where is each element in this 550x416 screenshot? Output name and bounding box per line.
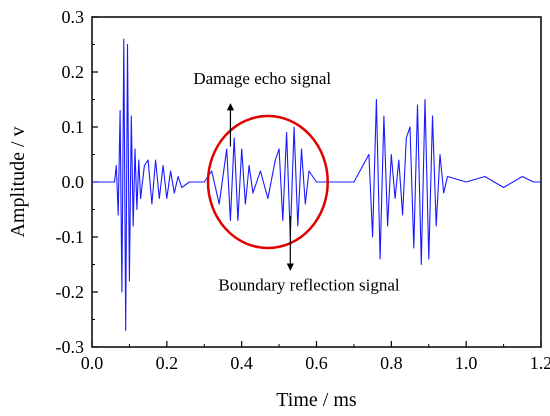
x-axis-ticks: 0.0 0.2 0.4 0.6 0.8 1.0 1.2 [81,341,550,373]
annotation-label: Damage echo signal [193,69,331,88]
y-tick-label: -0.3 [56,337,85,357]
y-tick-label: -0.1 [56,227,85,247]
y-tick-label: -0.2 [56,282,85,302]
x-axis-title: Time / ms [276,389,357,411]
x-tick-label: 0.2 [156,353,179,373]
x-tick-label: 0.4 [230,353,253,373]
y-axis-ticks: -0.3 -0.2 -0.1 0.0 0.1 0.2 0.3 [56,7,98,357]
x-tick-label: 1.2 [530,353,550,373]
y-tick-label: 0.2 [62,62,85,82]
series-line [92,38,541,332]
annotations: Damage echo signal Boundary reflection si… [193,69,400,294]
x-tick-label: 0.8 [380,353,403,373]
x-tick-label: 0.0 [81,353,104,373]
series-group [92,38,541,332]
y-tick-label: 0.1 [62,117,85,137]
x-tick-label: 0.6 [305,353,328,373]
damage-region-ellipse [206,114,329,250]
x-tick-label: 1.0 [455,353,478,373]
y-tick-label: 0.3 [62,7,85,27]
annotation-label: Boundary reflection signal [218,275,400,294]
y-axis-title: Amplitude / v [7,126,29,237]
y-tick-label: 0.0 [62,172,85,192]
